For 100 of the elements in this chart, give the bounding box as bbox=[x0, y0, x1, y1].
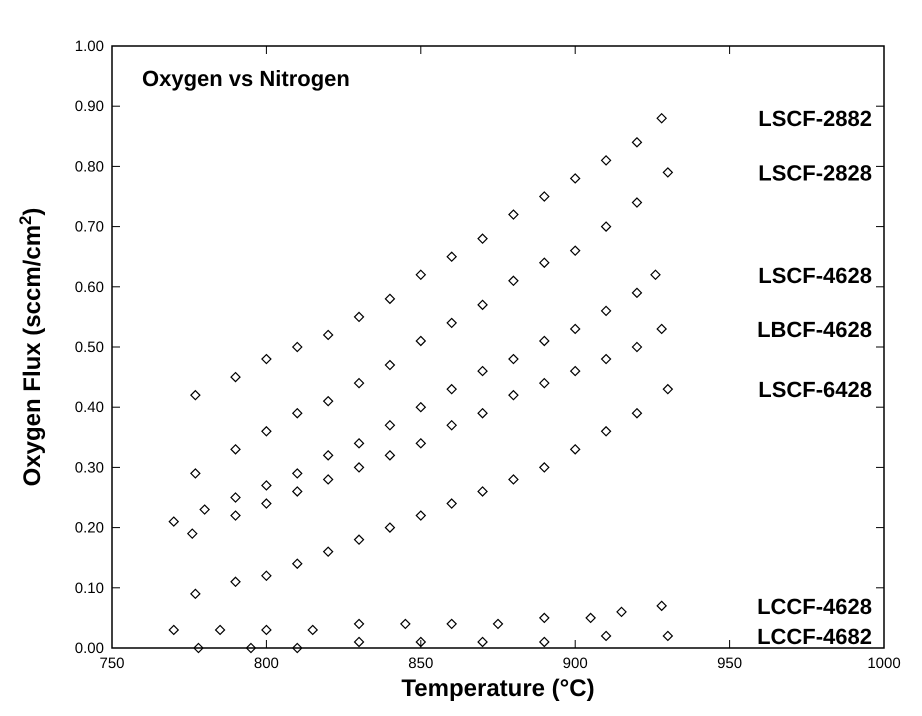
point bbox=[539, 258, 550, 268]
point bbox=[656, 600, 667, 611]
point bbox=[384, 450, 396, 460]
point bbox=[261, 498, 272, 509]
point bbox=[384, 522, 396, 533]
point bbox=[261, 624, 272, 636]
point bbox=[539, 336, 550, 346]
x-tick-label: 1000 bbox=[867, 655, 901, 672]
point bbox=[261, 354, 272, 364]
point bbox=[200, 504, 210, 515]
point bbox=[168, 624, 179, 636]
point bbox=[323, 330, 334, 340]
point bbox=[323, 546, 334, 557]
point bbox=[662, 167, 673, 178]
x-axis-title: Temperature (°C) bbox=[401, 675, 595, 702]
point bbox=[354, 378, 364, 388]
text: LSCF-6428 bbox=[758, 377, 872, 402]
point bbox=[600, 630, 612, 642]
point bbox=[230, 492, 241, 503]
point bbox=[477, 234, 488, 244]
text: LCCF-4682 bbox=[757, 624, 872, 649]
x-tick-label: 950 bbox=[717, 655, 742, 672]
point bbox=[600, 306, 612, 316]
point bbox=[261, 570, 272, 581]
point bbox=[616, 606, 627, 617]
point bbox=[230, 372, 241, 382]
point bbox=[292, 408, 302, 418]
point bbox=[354, 636, 364, 648]
point bbox=[384, 294, 396, 304]
point bbox=[570, 324, 580, 334]
x-tick-label: 850 bbox=[408, 655, 434, 672]
point bbox=[662, 384, 673, 394]
point bbox=[230, 444, 241, 454]
point bbox=[446, 252, 457, 262]
y-tick-label: 0.50 bbox=[74, 339, 104, 356]
point bbox=[477, 486, 488, 497]
point bbox=[586, 612, 596, 623]
point bbox=[570, 444, 580, 454]
point bbox=[190, 390, 200, 400]
point bbox=[508, 354, 519, 364]
point bbox=[292, 468, 302, 479]
y-tick-label: 0.80 bbox=[74, 158, 104, 176]
point bbox=[539, 636, 550, 648]
point bbox=[446, 498, 457, 509]
point bbox=[446, 618, 457, 630]
point bbox=[632, 288, 642, 298]
point bbox=[230, 576, 241, 587]
point bbox=[570, 246, 580, 256]
point bbox=[539, 191, 550, 202]
text: Oxygen vs Nitrogen bbox=[142, 66, 350, 91]
point bbox=[650, 270, 661, 280]
point bbox=[292, 486, 302, 497]
point bbox=[416, 636, 426, 648]
point bbox=[384, 420, 396, 430]
point bbox=[508, 390, 519, 400]
y-tick-label: 0.60 bbox=[74, 278, 104, 296]
point bbox=[214, 624, 226, 636]
point bbox=[477, 366, 488, 376]
point bbox=[656, 324, 667, 334]
point bbox=[354, 618, 364, 630]
point bbox=[446, 420, 457, 430]
point bbox=[190, 588, 200, 599]
point bbox=[508, 474, 519, 485]
point bbox=[662, 630, 673, 642]
point bbox=[308, 624, 318, 636]
point bbox=[354, 534, 364, 545]
point bbox=[190, 468, 200, 479]
legend-label: LSCF-2828 bbox=[758, 160, 872, 186]
point bbox=[539, 378, 550, 388]
y-tick-label: 0.00 bbox=[74, 640, 104, 657]
point bbox=[384, 360, 396, 370]
point bbox=[492, 618, 504, 630]
point bbox=[477, 408, 488, 418]
point bbox=[416, 270, 426, 280]
point bbox=[508, 276, 519, 286]
point bbox=[400, 618, 410, 630]
point bbox=[570, 366, 580, 376]
legend-label: LSCF-4628 bbox=[758, 262, 872, 288]
point bbox=[230, 510, 241, 521]
point bbox=[354, 438, 364, 448]
point bbox=[261, 480, 272, 491]
y-tick-label: 0.30 bbox=[74, 459, 104, 476]
point bbox=[632, 408, 642, 418]
x-tick-label: 900 bbox=[562, 655, 588, 672]
point bbox=[187, 528, 198, 539]
y-tick-label: 0.20 bbox=[74, 520, 104, 537]
point bbox=[168, 516, 179, 527]
y-tick-label: 0.90 bbox=[74, 98, 104, 116]
point bbox=[446, 384, 457, 394]
point bbox=[539, 462, 550, 472]
point bbox=[600, 222, 612, 232]
text: LBCF-4628 bbox=[757, 316, 872, 342]
point bbox=[354, 462, 364, 472]
point bbox=[416, 438, 426, 448]
point bbox=[193, 642, 204, 654]
y-tick-label: 1.00 bbox=[74, 38, 104, 55]
text: LCCF-4628 bbox=[757, 594, 872, 619]
point bbox=[632, 137, 642, 148]
point bbox=[632, 342, 642, 352]
point bbox=[416, 336, 426, 346]
